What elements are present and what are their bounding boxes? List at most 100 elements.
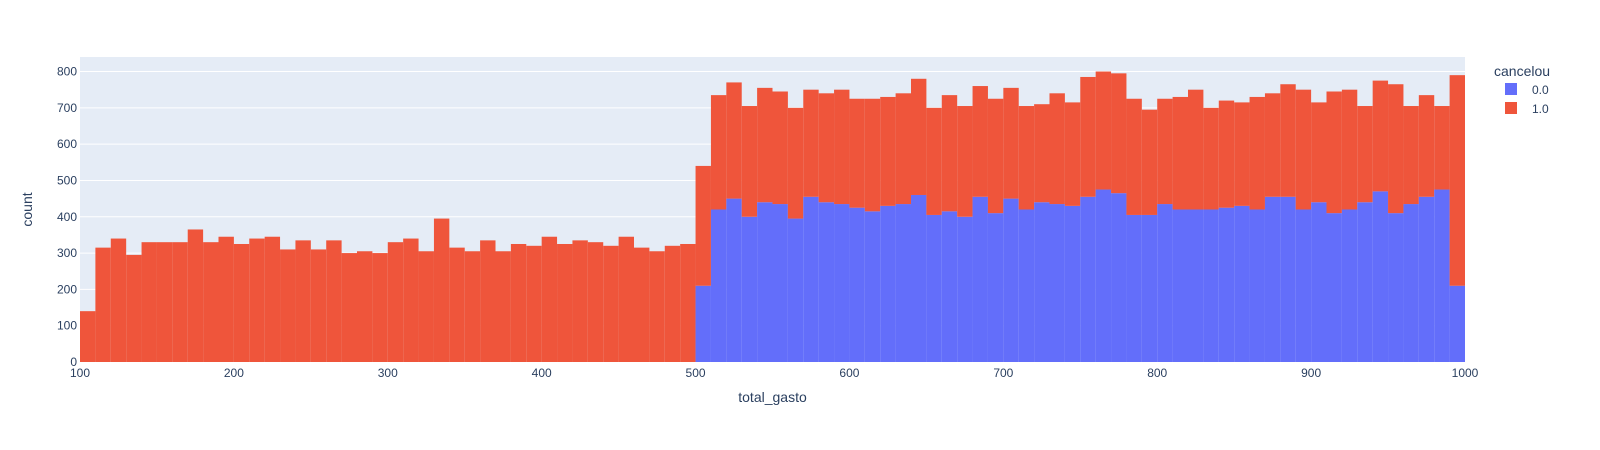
bar-series-1-0[interactable]	[495, 251, 511, 362]
bar-series-0-0[interactable]	[864, 211, 881, 362]
bar-series-1-0[interactable]	[1095, 71, 1112, 190]
bar-series-1-0[interactable]	[80, 311, 96, 362]
bar-series-0-0[interactable]	[1388, 213, 1404, 362]
bar-series-1-0[interactable]	[1172, 96, 1188, 210]
bar-series-1-0[interactable]	[1264, 93, 1281, 197]
bar-series-0-0[interactable]	[710, 209, 727, 363]
bar-series-0-0[interactable]	[849, 207, 865, 362]
bar-series-0-0[interactable]	[1018, 209, 1035, 363]
bar-series-1-0[interactable]	[1003, 87, 1019, 199]
bar-series-1-0[interactable]	[972, 86, 988, 197]
bar-series-1-0[interactable]	[233, 243, 250, 362]
bar-series-0-0[interactable]	[1418, 196, 1435, 362]
bar-series-0-0[interactable]	[757, 202, 773, 362]
bar-series-1-0[interactable]	[987, 98, 1004, 214]
bar-series-1-0[interactable]	[541, 236, 558, 362]
bar-series-1-0[interactable]	[1295, 89, 1312, 210]
bar-series-0-0[interactable]	[941, 211, 958, 362]
bar-series-1-0[interactable]	[864, 98, 881, 212]
bar-series-1-0[interactable]	[1418, 95, 1435, 197]
bar-series-1-0[interactable]	[1049, 93, 1065, 205]
bar-series-1-0[interactable]	[295, 240, 311, 362]
bar-series-1-0[interactable]	[464, 251, 481, 362]
bar-series-0-0[interactable]	[1203, 209, 1219, 363]
bar-series-1-0[interactable]	[1326, 91, 1342, 214]
bar-series-1-0[interactable]	[510, 243, 527, 362]
bar-series-1-0[interactable]	[618, 236, 634, 362]
bar-series-1-0[interactable]	[418, 251, 434, 362]
legend[interactable]: cancelou 0.01.0	[1494, 63, 1550, 116]
bar-series-1-0[interactable]	[341, 253, 357, 362]
bar-series-1-0[interactable]	[1064, 102, 1081, 206]
bar-series-1-0[interactable]	[203, 242, 219, 362]
bar-series-1-0[interactable]	[726, 82, 742, 199]
bar-series-1-0[interactable]	[357, 251, 373, 362]
bar-series-1-0[interactable]	[1311, 102, 1327, 203]
bar-series-1-0[interactable]	[818, 93, 835, 203]
bar-series-1-0[interactable]	[849, 98, 865, 208]
bar-series-0-0[interactable]	[1234, 205, 1250, 362]
bar-series-1-0[interactable]	[1280, 84, 1296, 197]
bar-series-1-0[interactable]	[603, 245, 619, 362]
bar-series-1-0[interactable]	[141, 242, 157, 362]
bar-series-1-0[interactable]	[1249, 96, 1265, 210]
bar-series-0-0[interactable]	[1434, 189, 1450, 362]
bar-series-1-0[interactable]	[957, 106, 973, 217]
bar-series-1-0[interactable]	[218, 236, 234, 362]
bar-series-1-0[interactable]	[95, 247, 111, 362]
bar-series-0-0[interactable]	[1034, 202, 1050, 362]
bar-series-0-0[interactable]	[1295, 209, 1312, 363]
bar-series-1-0[interactable]	[1034, 104, 1050, 203]
bar-series-1-0[interactable]	[433, 218, 450, 362]
bar-series-1-0[interactable]	[834, 89, 850, 205]
bar-series-1-0[interactable]	[1111, 73, 1127, 194]
bar-series-0-0[interactable]	[1141, 214, 1158, 362]
bar-series-1-0[interactable]	[187, 229, 204, 362]
legend-item-0-0[interactable]: 0.0	[1505, 83, 1549, 97]
bar-series-1-0[interactable]	[526, 245, 542, 362]
bar-series-0-0[interactable]	[1357, 202, 1373, 362]
legend-items[interactable]: 0.01.0	[1505, 83, 1549, 116]
bar-series-0-0[interactable]	[1449, 285, 1465, 362]
bar-series-0-0[interactable]	[803, 196, 819, 362]
bar-series-0-0[interactable]	[1280, 196, 1296, 362]
bar-series-0-0[interactable]	[834, 204, 850, 362]
bar-series-1-0[interactable]	[649, 251, 665, 362]
bar-series-1-0[interactable]	[895, 93, 911, 205]
bar-series-1-0[interactable]	[372, 253, 388, 362]
bar-series-0-0[interactable]	[741, 216, 758, 362]
bar-series-0-0[interactable]	[1126, 214, 1142, 362]
bar-series-0-0[interactable]	[1157, 204, 1173, 362]
bar-series-1-0[interactable]	[680, 243, 696, 362]
bar-series-1-0[interactable]	[1018, 106, 1035, 210]
bar-series-1-0[interactable]	[1372, 80, 1389, 192]
bar-series-0-0[interactable]	[1188, 209, 1204, 363]
bar-series-0-0[interactable]	[1049, 204, 1065, 362]
bar-series-1-0[interactable]	[249, 238, 265, 362]
bar-series-1-0[interactable]	[880, 96, 896, 206]
bar-series-1-0[interactable]	[1126, 98, 1142, 215]
bar-series-0-0[interactable]	[895, 204, 911, 362]
bar-series-1-0[interactable]	[126, 254, 142, 362]
bar-series-0-0[interactable]	[1326, 213, 1342, 362]
bar-series-0-0[interactable]	[787, 218, 804, 362]
bar-series-0-0[interactable]	[880, 205, 896, 362]
bar-series-0-0[interactable]	[1341, 209, 1358, 363]
bar-series-1-0[interactable]	[695, 165, 711, 286]
bar-series-0-0[interactable]	[957, 216, 973, 362]
bar-series-0-0[interactable]	[1172, 209, 1188, 363]
bar-series-1-0[interactable]	[280, 249, 296, 362]
bar-series-1-0[interactable]	[403, 238, 419, 362]
bar-series-1-0[interactable]	[1218, 100, 1235, 208]
bar-series-1-0[interactable]	[803, 89, 819, 197]
bar-series-1-0[interactable]	[1357, 106, 1373, 203]
bar-series-0-0[interactable]	[1311, 202, 1327, 362]
bar-series-1-0[interactable]	[911, 78, 927, 195]
bar-series-0-0[interactable]	[726, 198, 742, 362]
bar-series-1-0[interactable]	[664, 245, 681, 362]
bar-series-0-0[interactable]	[818, 202, 835, 362]
bar-series-0-0[interactable]	[1003, 198, 1019, 362]
bar-series-0-0[interactable]	[1249, 209, 1265, 363]
legend-item-1-0[interactable]: 1.0	[1505, 102, 1549, 116]
bar-series-1-0[interactable]	[572, 240, 588, 362]
